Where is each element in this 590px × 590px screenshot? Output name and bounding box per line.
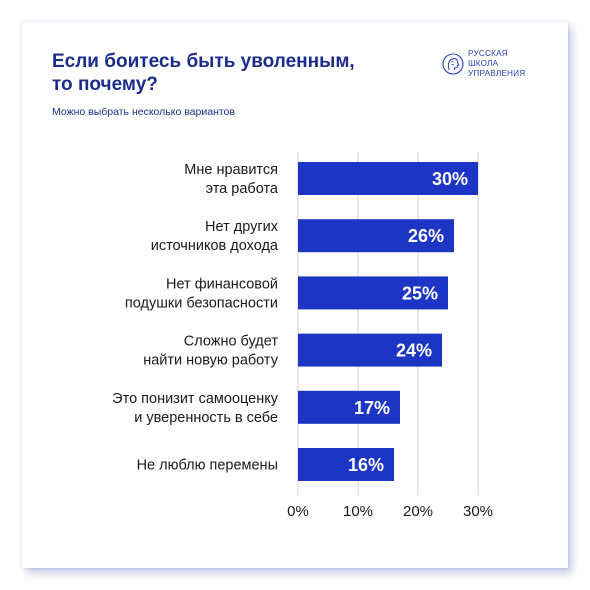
category-label: Нет других: [205, 219, 279, 235]
category-label: подушки безопасности: [125, 295, 278, 311]
category-label: Мне нравится: [184, 162, 278, 178]
category-label: Сложно будет: [184, 334, 279, 350]
bar: [298, 333, 442, 367]
x-tick-label: 10%: [343, 503, 373, 520]
category-label: Не люблю перемены: [137, 458, 278, 474]
brand-logo: РУССКАЯ ШКОЛА УПРАВЛЕНИЯ: [442, 49, 562, 85]
bar-value-label: 17%: [354, 398, 390, 418]
x-tick-label: 0%: [287, 503, 309, 520]
category-label: Это понизит самооценку: [112, 391, 279, 407]
category-label: найти новую работу: [143, 353, 279, 369]
category-label: эта работа: [206, 181, 279, 197]
logo-line: ШКОЛА: [468, 59, 499, 68]
x-tick-label: 30%: [463, 503, 493, 520]
chart-title: Если боитесь быть уволенным, то почему?: [52, 51, 355, 95]
logo-line: УПРАВЛЕНИЯ: [468, 69, 526, 78]
chart-card: Если боитесь быть уволенным, то почему? …: [22, 22, 568, 568]
bar: [298, 219, 454, 253]
x-tick-label: 20%: [403, 503, 433, 520]
logo-line: РУССКАЯ: [468, 49, 508, 58]
bar-chart: 30% Мне нравится эта работа 26% Нет других ис…: [112, 152, 493, 520]
category-label: источников дохода: [151, 238, 279, 254]
bar-value-label: 24%: [396, 341, 432, 361]
chart-subtitle: Можно выбрать несколько вариантов: [52, 106, 235, 118]
bar-value-label: 26%: [408, 226, 444, 246]
bar: [298, 390, 400, 424]
bar-value-label: 30%: [432, 169, 468, 189]
bar: [298, 276, 448, 310]
logo-wordmark: РУССКАЯ ШКОЛА УПРАВЛЕНИЯ: [468, 49, 525, 79]
category-label: Нет финансовой: [166, 276, 278, 292]
bar-value-label: 25%: [402, 283, 438, 303]
head-profile-icon: [442, 53, 464, 75]
bar-value-label: 16%: [348, 455, 384, 475]
category-label: и уверенность в себе: [134, 410, 278, 426]
bar: [298, 162, 478, 195]
bar: [298, 448, 394, 481]
